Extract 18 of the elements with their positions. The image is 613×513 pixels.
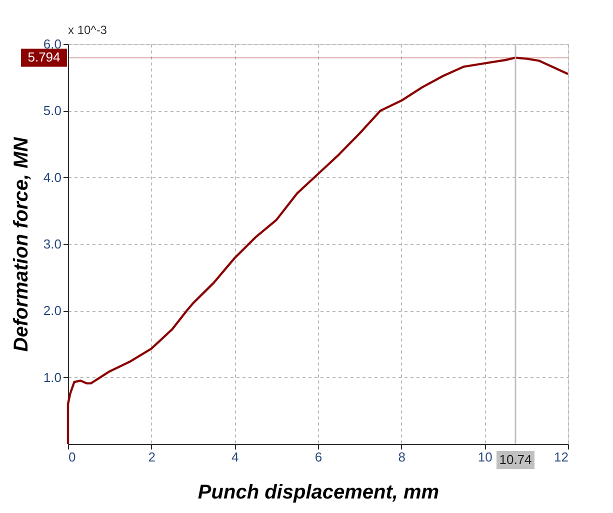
x-tick-label: 2	[148, 450, 156, 464]
ref-line-label: 5.794	[28, 50, 60, 65]
y-tick-label: 5.0	[43, 103, 62, 118]
ref-line-label: 10.74	[499, 452, 532, 467]
x-tick-label: 0	[68, 450, 76, 464]
y-tick-label: 4.0	[43, 170, 62, 185]
y-tick-label: 3.0	[43, 236, 62, 252]
y-tick-label: 2.0	[43, 303, 62, 318]
x-tick-label: 12	[554, 450, 568, 464]
x-tick-label: 4	[232, 450, 239, 464]
x-tick-label: 8	[398, 450, 406, 464]
x-tick-label: 6	[314, 450, 322, 464]
x-axis-title: Punch displacement, mm	[198, 482, 440, 504]
y-axis-title: Deformation force, MN	[10, 136, 32, 352]
x-tick-label: 10	[478, 450, 492, 464]
y-tick-label: 1.0	[43, 370, 62, 385]
y-tick-label: 6.0	[43, 36, 62, 52]
text: x 10^-3	[68, 23, 108, 37]
